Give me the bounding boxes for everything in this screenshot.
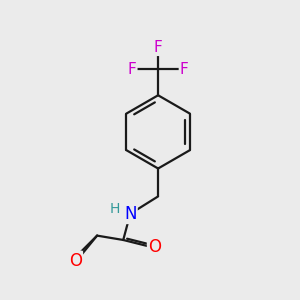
Text: O: O <box>69 252 82 270</box>
Text: F: F <box>180 61 189 76</box>
Text: F: F <box>128 61 136 76</box>
Text: N: N <box>124 205 136 223</box>
Text: F: F <box>154 40 163 55</box>
Text: H: H <box>109 202 120 216</box>
Text: O: O <box>148 238 161 256</box>
